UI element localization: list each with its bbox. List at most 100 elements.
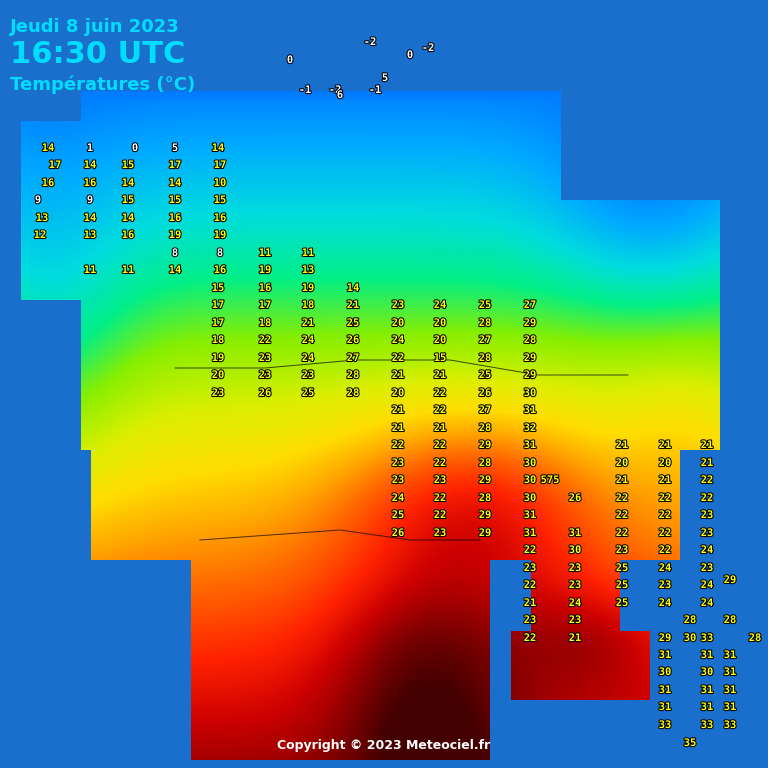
Text: 20: 20 <box>659 458 671 468</box>
Text: 10: 10 <box>214 178 227 188</box>
Text: 31: 31 <box>700 685 713 695</box>
Text: 31: 31 <box>524 440 536 450</box>
Text: 25: 25 <box>478 300 492 310</box>
Text: 16: 16 <box>84 178 96 188</box>
Text: 19: 19 <box>259 265 271 275</box>
Text: 22: 22 <box>700 475 713 485</box>
Text: 22: 22 <box>659 545 671 555</box>
Text: 19: 19 <box>169 230 181 240</box>
Text: 21: 21 <box>434 370 446 380</box>
Text: 31: 31 <box>524 405 536 415</box>
Text: 26: 26 <box>259 388 271 398</box>
Text: 575: 575 <box>541 475 559 485</box>
Text: 31: 31 <box>659 702 671 712</box>
Text: 27: 27 <box>478 405 492 415</box>
Text: 15: 15 <box>122 160 134 170</box>
Text: 21: 21 <box>700 440 713 450</box>
Text: 23: 23 <box>392 458 404 468</box>
Text: 14: 14 <box>122 178 134 188</box>
Text: 35: 35 <box>684 738 697 748</box>
Text: 20: 20 <box>392 318 404 328</box>
Text: 22: 22 <box>392 353 404 363</box>
Text: 28: 28 <box>478 458 492 468</box>
Text: 13: 13 <box>36 213 48 223</box>
Text: 15: 15 <box>434 353 446 363</box>
Text: 24: 24 <box>569 598 581 608</box>
Text: 23: 23 <box>259 370 271 380</box>
Text: 17: 17 <box>212 300 224 310</box>
Text: Copyright © 2023 Meteociel.fr: Copyright © 2023 Meteociel.fr <box>277 739 491 752</box>
Text: 29: 29 <box>478 528 492 538</box>
Text: 29: 29 <box>478 510 492 520</box>
Text: 21: 21 <box>659 475 671 485</box>
Text: 21: 21 <box>700 458 713 468</box>
Text: 0: 0 <box>287 55 293 65</box>
Text: -2: -2 <box>329 85 341 95</box>
Text: 1: 1 <box>87 143 93 153</box>
Text: 22: 22 <box>434 440 446 450</box>
Text: 8: 8 <box>172 248 178 258</box>
Text: 15: 15 <box>212 283 224 293</box>
Text: 21: 21 <box>616 440 628 450</box>
Text: 30: 30 <box>524 458 536 468</box>
Text: 29: 29 <box>478 440 492 450</box>
Text: 14: 14 <box>84 213 96 223</box>
Text: 24: 24 <box>659 598 671 608</box>
Text: 23: 23 <box>434 528 446 538</box>
Text: 16: 16 <box>169 213 181 223</box>
Text: 21: 21 <box>392 405 404 415</box>
Text: 15: 15 <box>169 195 181 205</box>
Text: 19: 19 <box>212 353 224 363</box>
Text: 23: 23 <box>212 388 224 398</box>
Text: -1: -1 <box>369 85 381 95</box>
Text: 24: 24 <box>700 545 713 555</box>
Text: 18: 18 <box>302 300 314 310</box>
Text: 22: 22 <box>616 493 628 503</box>
Text: 21: 21 <box>302 318 314 328</box>
Text: 16: 16 <box>122 230 134 240</box>
Text: 22: 22 <box>434 493 446 503</box>
Text: 11: 11 <box>302 248 314 258</box>
Text: 30: 30 <box>700 667 713 677</box>
Text: 0: 0 <box>132 143 138 153</box>
Text: 16: 16 <box>259 283 271 293</box>
Text: 22: 22 <box>659 493 671 503</box>
Text: 17: 17 <box>214 160 227 170</box>
Text: 25: 25 <box>616 580 628 590</box>
Text: 23: 23 <box>392 475 404 485</box>
Text: 22: 22 <box>392 440 404 450</box>
Text: 29: 29 <box>659 633 671 643</box>
Text: 23: 23 <box>569 580 581 590</box>
Text: 22: 22 <box>700 493 713 503</box>
Text: 23: 23 <box>259 353 271 363</box>
Text: 30: 30 <box>524 475 536 485</box>
Text: 17: 17 <box>48 160 61 170</box>
Text: 23: 23 <box>700 528 713 538</box>
Text: 25: 25 <box>478 370 492 380</box>
Text: 11: 11 <box>84 265 96 275</box>
Text: 31: 31 <box>723 685 737 695</box>
Text: 20: 20 <box>434 335 446 345</box>
Text: 8: 8 <box>217 248 223 258</box>
Text: 28: 28 <box>524 335 536 345</box>
Text: 23: 23 <box>524 563 536 573</box>
Text: -2: -2 <box>422 43 434 53</box>
Text: 24: 24 <box>659 563 671 573</box>
Text: 22: 22 <box>434 510 446 520</box>
Text: 26: 26 <box>478 388 492 398</box>
Text: Températures (°C): Températures (°C) <box>10 75 195 94</box>
Text: 14: 14 <box>212 143 224 153</box>
Text: 23: 23 <box>434 475 446 485</box>
Text: 29: 29 <box>478 475 492 485</box>
Text: 31: 31 <box>723 650 737 660</box>
Text: 33: 33 <box>700 633 713 643</box>
Text: 31: 31 <box>700 702 713 712</box>
Text: 22: 22 <box>434 405 446 415</box>
Text: 23: 23 <box>700 563 713 573</box>
Text: 20: 20 <box>392 388 404 398</box>
Text: 21: 21 <box>616 475 628 485</box>
Text: 29: 29 <box>723 575 737 585</box>
Text: Jeudi 8 juin 2023: Jeudi 8 juin 2023 <box>10 18 180 36</box>
Text: 16: 16 <box>41 178 55 188</box>
Text: 23: 23 <box>700 510 713 520</box>
